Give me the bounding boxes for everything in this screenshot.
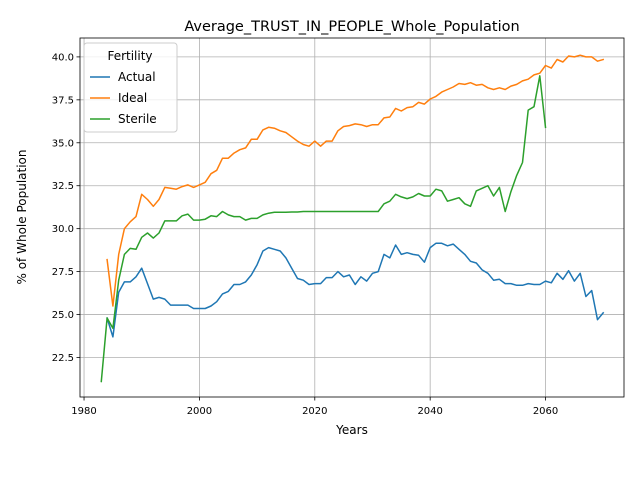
plot-frame bbox=[79, 37, 625, 398]
y-tick-label: 27.5 bbox=[52, 267, 74, 278]
x-tick-label: 2000 bbox=[187, 406, 212, 417]
x-tick-label: 2040 bbox=[417, 406, 442, 417]
grid bbox=[80, 38, 624, 397]
y-axis-label: % of Whole Population bbox=[15, 150, 29, 285]
series-line-actual bbox=[106, 242, 605, 338]
legend-box bbox=[83, 42, 178, 133]
legend-label-actual: Actual bbox=[118, 70, 156, 84]
y-tick-label: 25.0 bbox=[52, 310, 74, 321]
legend-items: Actual Ideal Sterile bbox=[90, 70, 157, 126]
chart-title: Average_TRUST_IN_PEOPLE_Whole_Population bbox=[184, 19, 519, 35]
legend-label-sterile: Sterile bbox=[118, 112, 157, 126]
legend: Fertility Actual Ideal Sterile bbox=[83, 42, 178, 133]
y-tick-label: 30.0 bbox=[52, 224, 74, 235]
y-tick-label: 22.5 bbox=[52, 353, 74, 364]
series-lines bbox=[100, 54, 605, 383]
series-line-ideal bbox=[106, 54, 605, 307]
x-axis-label: Years bbox=[335, 423, 368, 437]
x-tick-label: 1980 bbox=[71, 406, 96, 417]
legend-label-ideal: Ideal bbox=[118, 91, 147, 105]
x-axis-ticks: 1980 2000 2020 2040 2060 bbox=[71, 397, 558, 417]
y-tick-label: 32.5 bbox=[52, 181, 74, 192]
y-axis-ticks: 22.5 25.0 27.5 30.0 32.5 35.0 37.5 40.0 bbox=[52, 52, 80, 364]
x-tick-label: 2060 bbox=[533, 406, 558, 417]
y-tick-label: 37.5 bbox=[52, 95, 74, 106]
x-tick-label: 2020 bbox=[302, 406, 327, 417]
y-tick-label: 35.0 bbox=[52, 138, 74, 149]
series-line-sterile bbox=[100, 75, 547, 383]
y-tick-label: 40.0 bbox=[52, 52, 74, 63]
legend-title: Fertility bbox=[107, 49, 152, 63]
